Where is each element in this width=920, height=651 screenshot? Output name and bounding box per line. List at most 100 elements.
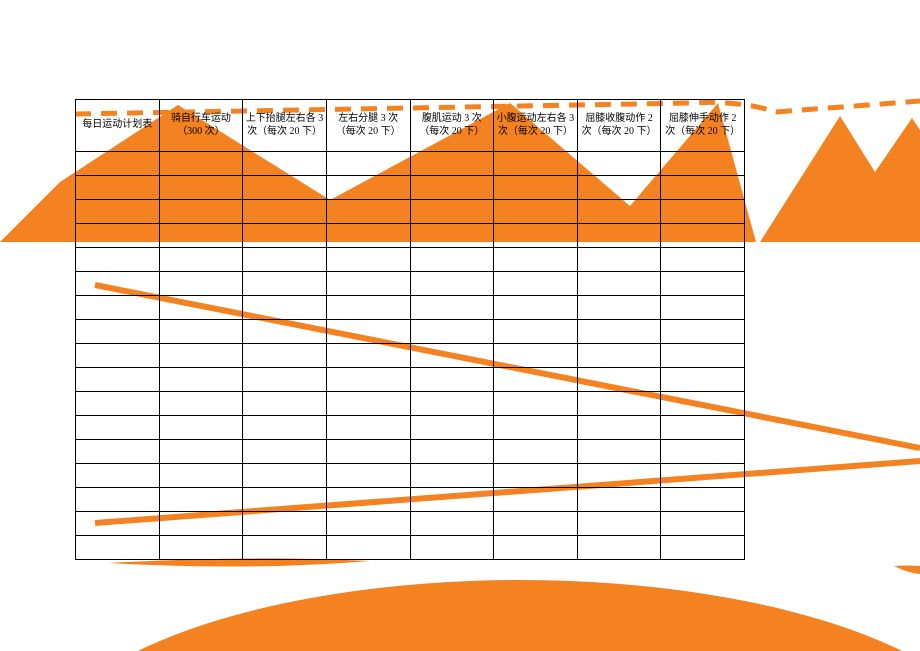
table-cell bbox=[76, 392, 160, 416]
table-cell bbox=[661, 536, 745, 560]
table-cell bbox=[577, 152, 661, 176]
table-cell bbox=[326, 296, 410, 320]
table-cell bbox=[159, 272, 243, 296]
table-row bbox=[76, 536, 745, 560]
table-cell bbox=[76, 224, 160, 248]
table-cell bbox=[243, 536, 327, 560]
col-header-6: 屈膝收腹动作 2 次（每次 20 下） bbox=[577, 100, 661, 152]
table-cell bbox=[410, 464, 494, 488]
table-cell bbox=[661, 152, 745, 176]
table-cell bbox=[410, 224, 494, 248]
table-cell bbox=[243, 440, 327, 464]
table-cell bbox=[76, 152, 160, 176]
table-cell bbox=[410, 536, 494, 560]
table-cell bbox=[159, 320, 243, 344]
table-cell bbox=[661, 464, 745, 488]
table-cell bbox=[410, 440, 494, 464]
table-cell bbox=[410, 392, 494, 416]
table-cell bbox=[577, 296, 661, 320]
table-row bbox=[76, 176, 745, 200]
table-cell bbox=[76, 248, 160, 272]
table-cell bbox=[326, 392, 410, 416]
table-cell bbox=[577, 368, 661, 392]
table-cell bbox=[410, 320, 494, 344]
table-cell bbox=[661, 200, 745, 224]
table-cell bbox=[76, 440, 160, 464]
table-cell bbox=[661, 344, 745, 368]
table-cell bbox=[577, 344, 661, 368]
table-cell bbox=[326, 176, 410, 200]
col-header-7: 屈膝伸手动作 2 次（每次 20 下） bbox=[661, 100, 745, 152]
table-cell bbox=[410, 200, 494, 224]
table-cell bbox=[577, 512, 661, 536]
table-cell bbox=[410, 176, 494, 200]
exercise-plan-table-wrap: 每日运动计划表 骑自行车运动（300 次） 上下抬腿左右各 3 次（每次 20 … bbox=[75, 99, 745, 560]
table-cell bbox=[243, 512, 327, 536]
table-cell bbox=[661, 248, 745, 272]
table-row bbox=[76, 224, 745, 248]
table-cell bbox=[577, 416, 661, 440]
table-cell bbox=[76, 368, 160, 392]
table-cell bbox=[326, 440, 410, 464]
table-cell bbox=[494, 224, 578, 248]
table-cell bbox=[243, 320, 327, 344]
table-cell bbox=[76, 416, 160, 440]
table-cell bbox=[494, 440, 578, 464]
table-cell bbox=[326, 536, 410, 560]
table-cell bbox=[661, 392, 745, 416]
table-cell bbox=[243, 152, 327, 176]
table-cell bbox=[326, 320, 410, 344]
table-cell bbox=[243, 248, 327, 272]
sliver-right bbox=[894, 566, 920, 575]
table-cell bbox=[410, 272, 494, 296]
table-cell bbox=[577, 392, 661, 416]
table-cell bbox=[76, 176, 160, 200]
table-cell bbox=[159, 440, 243, 464]
table-cell bbox=[494, 344, 578, 368]
table-cell bbox=[243, 296, 327, 320]
table-cell bbox=[410, 368, 494, 392]
table-cell bbox=[326, 344, 410, 368]
table-cell bbox=[410, 512, 494, 536]
table-cell bbox=[410, 248, 494, 272]
table-row bbox=[76, 200, 745, 224]
table-cell bbox=[159, 200, 243, 224]
table-cell bbox=[76, 200, 160, 224]
table-cell bbox=[410, 416, 494, 440]
table-row bbox=[76, 152, 745, 176]
table-cell bbox=[661, 320, 745, 344]
table-cell bbox=[159, 152, 243, 176]
table-cell bbox=[494, 296, 578, 320]
table-cell bbox=[577, 224, 661, 248]
table-cell bbox=[243, 344, 327, 368]
table-cell bbox=[410, 488, 494, 512]
table-cell bbox=[494, 488, 578, 512]
table-row bbox=[76, 320, 745, 344]
table-cell bbox=[661, 416, 745, 440]
table-cell bbox=[326, 200, 410, 224]
col-header-0: 每日运动计划表 bbox=[76, 100, 160, 152]
table-cell bbox=[76, 464, 160, 488]
col-header-5: 小腹运动左右各 3 次（每次 20 下） bbox=[494, 100, 578, 152]
table-row bbox=[76, 248, 745, 272]
table-row bbox=[76, 344, 745, 368]
table-header-row: 每日运动计划表 骑自行车运动（300 次） 上下抬腿左右各 3 次（每次 20 … bbox=[76, 100, 745, 152]
table-cell bbox=[494, 272, 578, 296]
table-cell bbox=[76, 488, 160, 512]
table-cell bbox=[159, 224, 243, 248]
table-cell bbox=[326, 248, 410, 272]
table-cell bbox=[494, 512, 578, 536]
table-cell bbox=[494, 320, 578, 344]
mountains-back bbox=[760, 116, 920, 242]
table-cell bbox=[159, 464, 243, 488]
table-row bbox=[76, 272, 745, 296]
table-row bbox=[76, 368, 745, 392]
table-body bbox=[76, 152, 745, 560]
table-cell bbox=[243, 224, 327, 248]
table-cell bbox=[494, 152, 578, 176]
table-cell bbox=[243, 392, 327, 416]
table-cell bbox=[577, 272, 661, 296]
table-cell bbox=[159, 368, 243, 392]
table-cell bbox=[494, 176, 578, 200]
table-cell bbox=[326, 272, 410, 296]
